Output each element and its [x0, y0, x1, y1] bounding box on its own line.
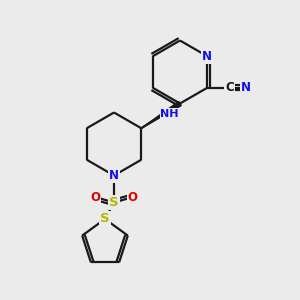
Polygon shape — [141, 101, 181, 128]
Text: S: S — [109, 196, 119, 209]
Text: S: S — [100, 212, 110, 226]
Text: C: C — [225, 81, 234, 94]
Text: N: N — [202, 50, 212, 63]
Text: O: O — [90, 190, 100, 204]
Text: N: N — [109, 169, 119, 182]
Text: N: N — [241, 81, 251, 94]
Text: NH: NH — [160, 110, 179, 119]
Text: O: O — [128, 190, 138, 204]
